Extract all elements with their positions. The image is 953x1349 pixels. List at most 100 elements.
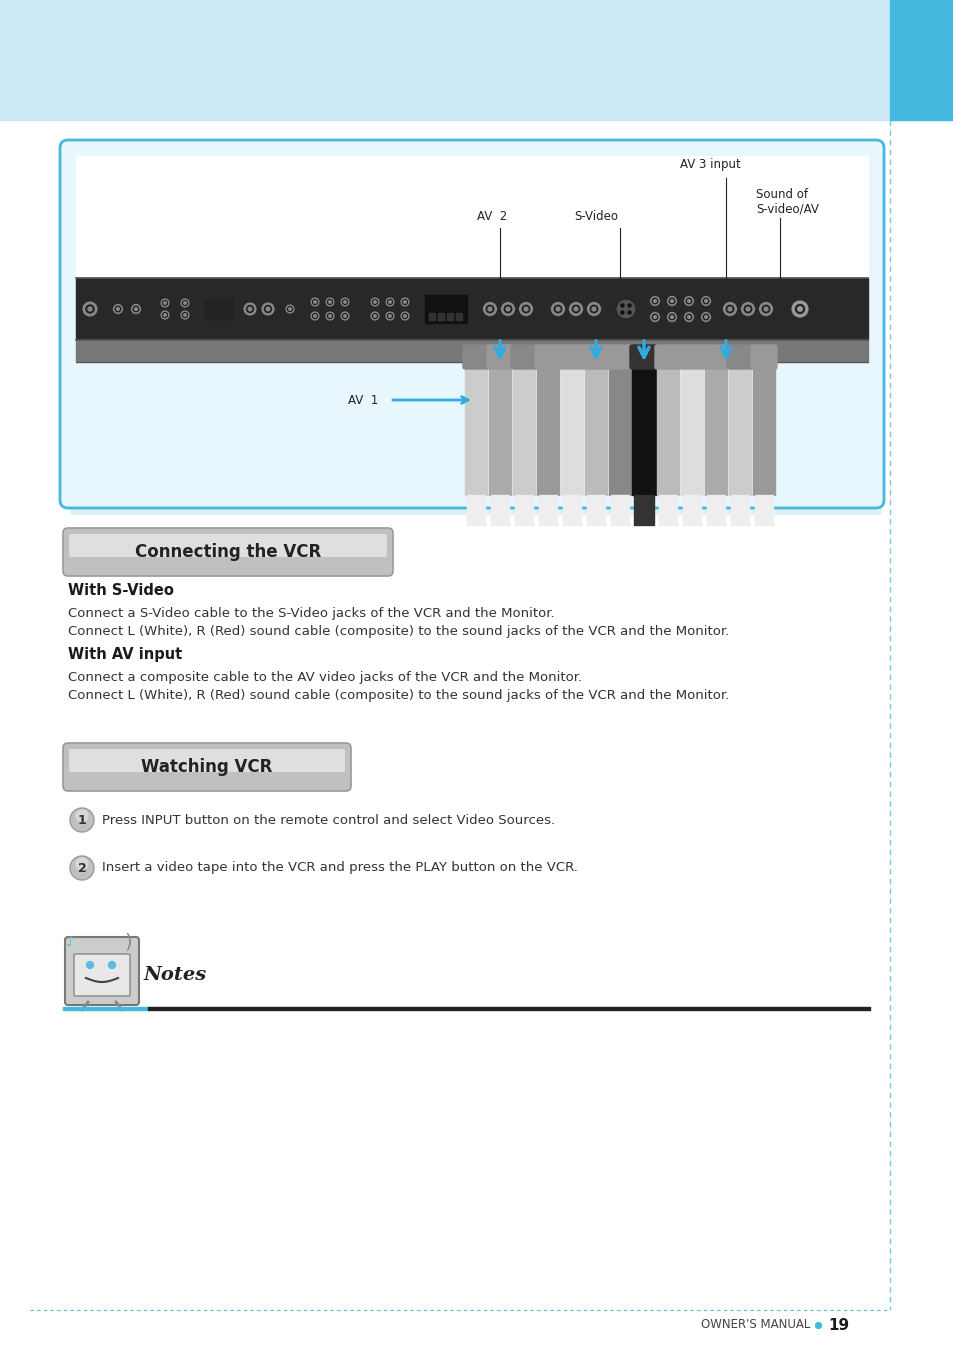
Circle shape [289, 308, 291, 310]
Circle shape [685, 314, 691, 320]
Circle shape [687, 316, 690, 318]
Circle shape [649, 312, 659, 322]
Circle shape [704, 316, 706, 318]
Circle shape [504, 305, 511, 313]
Bar [562, 495, 580, 525]
Text: Connecting the VCR: Connecting the VCR [134, 544, 321, 561]
Circle shape [160, 298, 170, 308]
Circle shape [243, 302, 256, 316]
Circle shape [620, 304, 623, 308]
FancyBboxPatch shape [462, 345, 489, 370]
Circle shape [666, 295, 677, 306]
Circle shape [246, 305, 253, 313]
FancyBboxPatch shape [69, 749, 345, 772]
Circle shape [86, 305, 94, 313]
Circle shape [682, 295, 694, 306]
Circle shape [325, 297, 335, 308]
Circle shape [164, 314, 166, 316]
Circle shape [653, 316, 656, 318]
Text: Watching VCR: Watching VCR [141, 758, 273, 776]
Circle shape [162, 313, 168, 317]
Bar [682, 495, 700, 525]
FancyBboxPatch shape [63, 527, 393, 576]
Circle shape [399, 312, 410, 321]
Text: OWNER'S MANUAL: OWNER'S MANUAL [700, 1318, 809, 1331]
Circle shape [162, 301, 168, 305]
FancyBboxPatch shape [70, 496, 882, 515]
Circle shape [370, 297, 379, 308]
Circle shape [310, 297, 319, 308]
Circle shape [670, 299, 673, 302]
Circle shape [314, 314, 315, 317]
Circle shape [763, 308, 767, 310]
Circle shape [285, 304, 294, 314]
Circle shape [314, 301, 315, 304]
Bar [754, 495, 772, 525]
Circle shape [682, 312, 694, 322]
Circle shape [287, 306, 293, 312]
Circle shape [592, 308, 596, 310]
FancyBboxPatch shape [606, 345, 633, 370]
FancyBboxPatch shape [535, 345, 560, 370]
Bar [889, 0, 953, 120]
Circle shape [670, 316, 673, 318]
Circle shape [88, 308, 91, 312]
Circle shape [700, 295, 711, 306]
Circle shape [372, 299, 377, 305]
Circle shape [403, 314, 406, 317]
Circle shape [402, 299, 407, 305]
Bar [610, 495, 628, 525]
Circle shape [329, 301, 331, 304]
Circle shape [702, 298, 708, 304]
Text: Connect L (White), R (Red) sound cable (composite) to the sound jacks of the VCR: Connect L (White), R (Red) sound cable (… [68, 625, 728, 638]
Circle shape [521, 305, 529, 313]
Bar [76, 156, 867, 278]
Bar [429, 313, 435, 320]
Circle shape [134, 308, 137, 310]
Text: 19: 19 [827, 1318, 848, 1333]
Bar [489, 362, 511, 495]
Text: Connect a S-Video cable to the S-Video jacks of the VCR and the Monitor.: Connect a S-Video cable to the S-Video j… [68, 607, 554, 621]
Circle shape [372, 313, 377, 318]
Circle shape [574, 308, 578, 310]
Bar [437, 313, 443, 320]
Text: S-Video: S-Video [574, 210, 618, 223]
Circle shape [721, 301, 737, 317]
Bar [205, 299, 233, 318]
Circle shape [109, 962, 115, 969]
Circle shape [327, 299, 333, 305]
Circle shape [374, 301, 375, 304]
Circle shape [616, 299, 636, 318]
Text: Connect L (White), R (Red) sound cable (composite) to the sound jacks of the VCR: Connect L (White), R (Red) sound cable (… [68, 689, 728, 701]
Circle shape [758, 301, 773, 317]
Circle shape [403, 301, 406, 304]
Text: ): ) [124, 934, 132, 952]
Bar [728, 362, 750, 495]
Bar [730, 495, 748, 525]
Circle shape [790, 299, 808, 318]
Circle shape [70, 808, 94, 832]
Circle shape [342, 299, 347, 305]
Text: 1: 1 [77, 815, 87, 827]
Bar [424, 295, 467, 322]
FancyBboxPatch shape [558, 345, 584, 370]
FancyBboxPatch shape [60, 140, 883, 509]
FancyBboxPatch shape [582, 345, 608, 370]
Circle shape [627, 304, 630, 308]
Circle shape [339, 297, 350, 308]
Bar [560, 362, 582, 495]
FancyBboxPatch shape [74, 954, 130, 996]
Circle shape [666, 312, 677, 322]
Circle shape [388, 314, 391, 317]
Text: AV 3 input: AV 3 input [679, 158, 740, 171]
Circle shape [115, 306, 121, 312]
Circle shape [160, 310, 170, 320]
Circle shape [399, 297, 410, 308]
Circle shape [264, 305, 272, 313]
Circle shape [572, 305, 579, 313]
FancyBboxPatch shape [679, 345, 704, 370]
Circle shape [523, 308, 527, 310]
Circle shape [795, 305, 803, 313]
Circle shape [343, 301, 346, 304]
Bar [538, 495, 557, 525]
